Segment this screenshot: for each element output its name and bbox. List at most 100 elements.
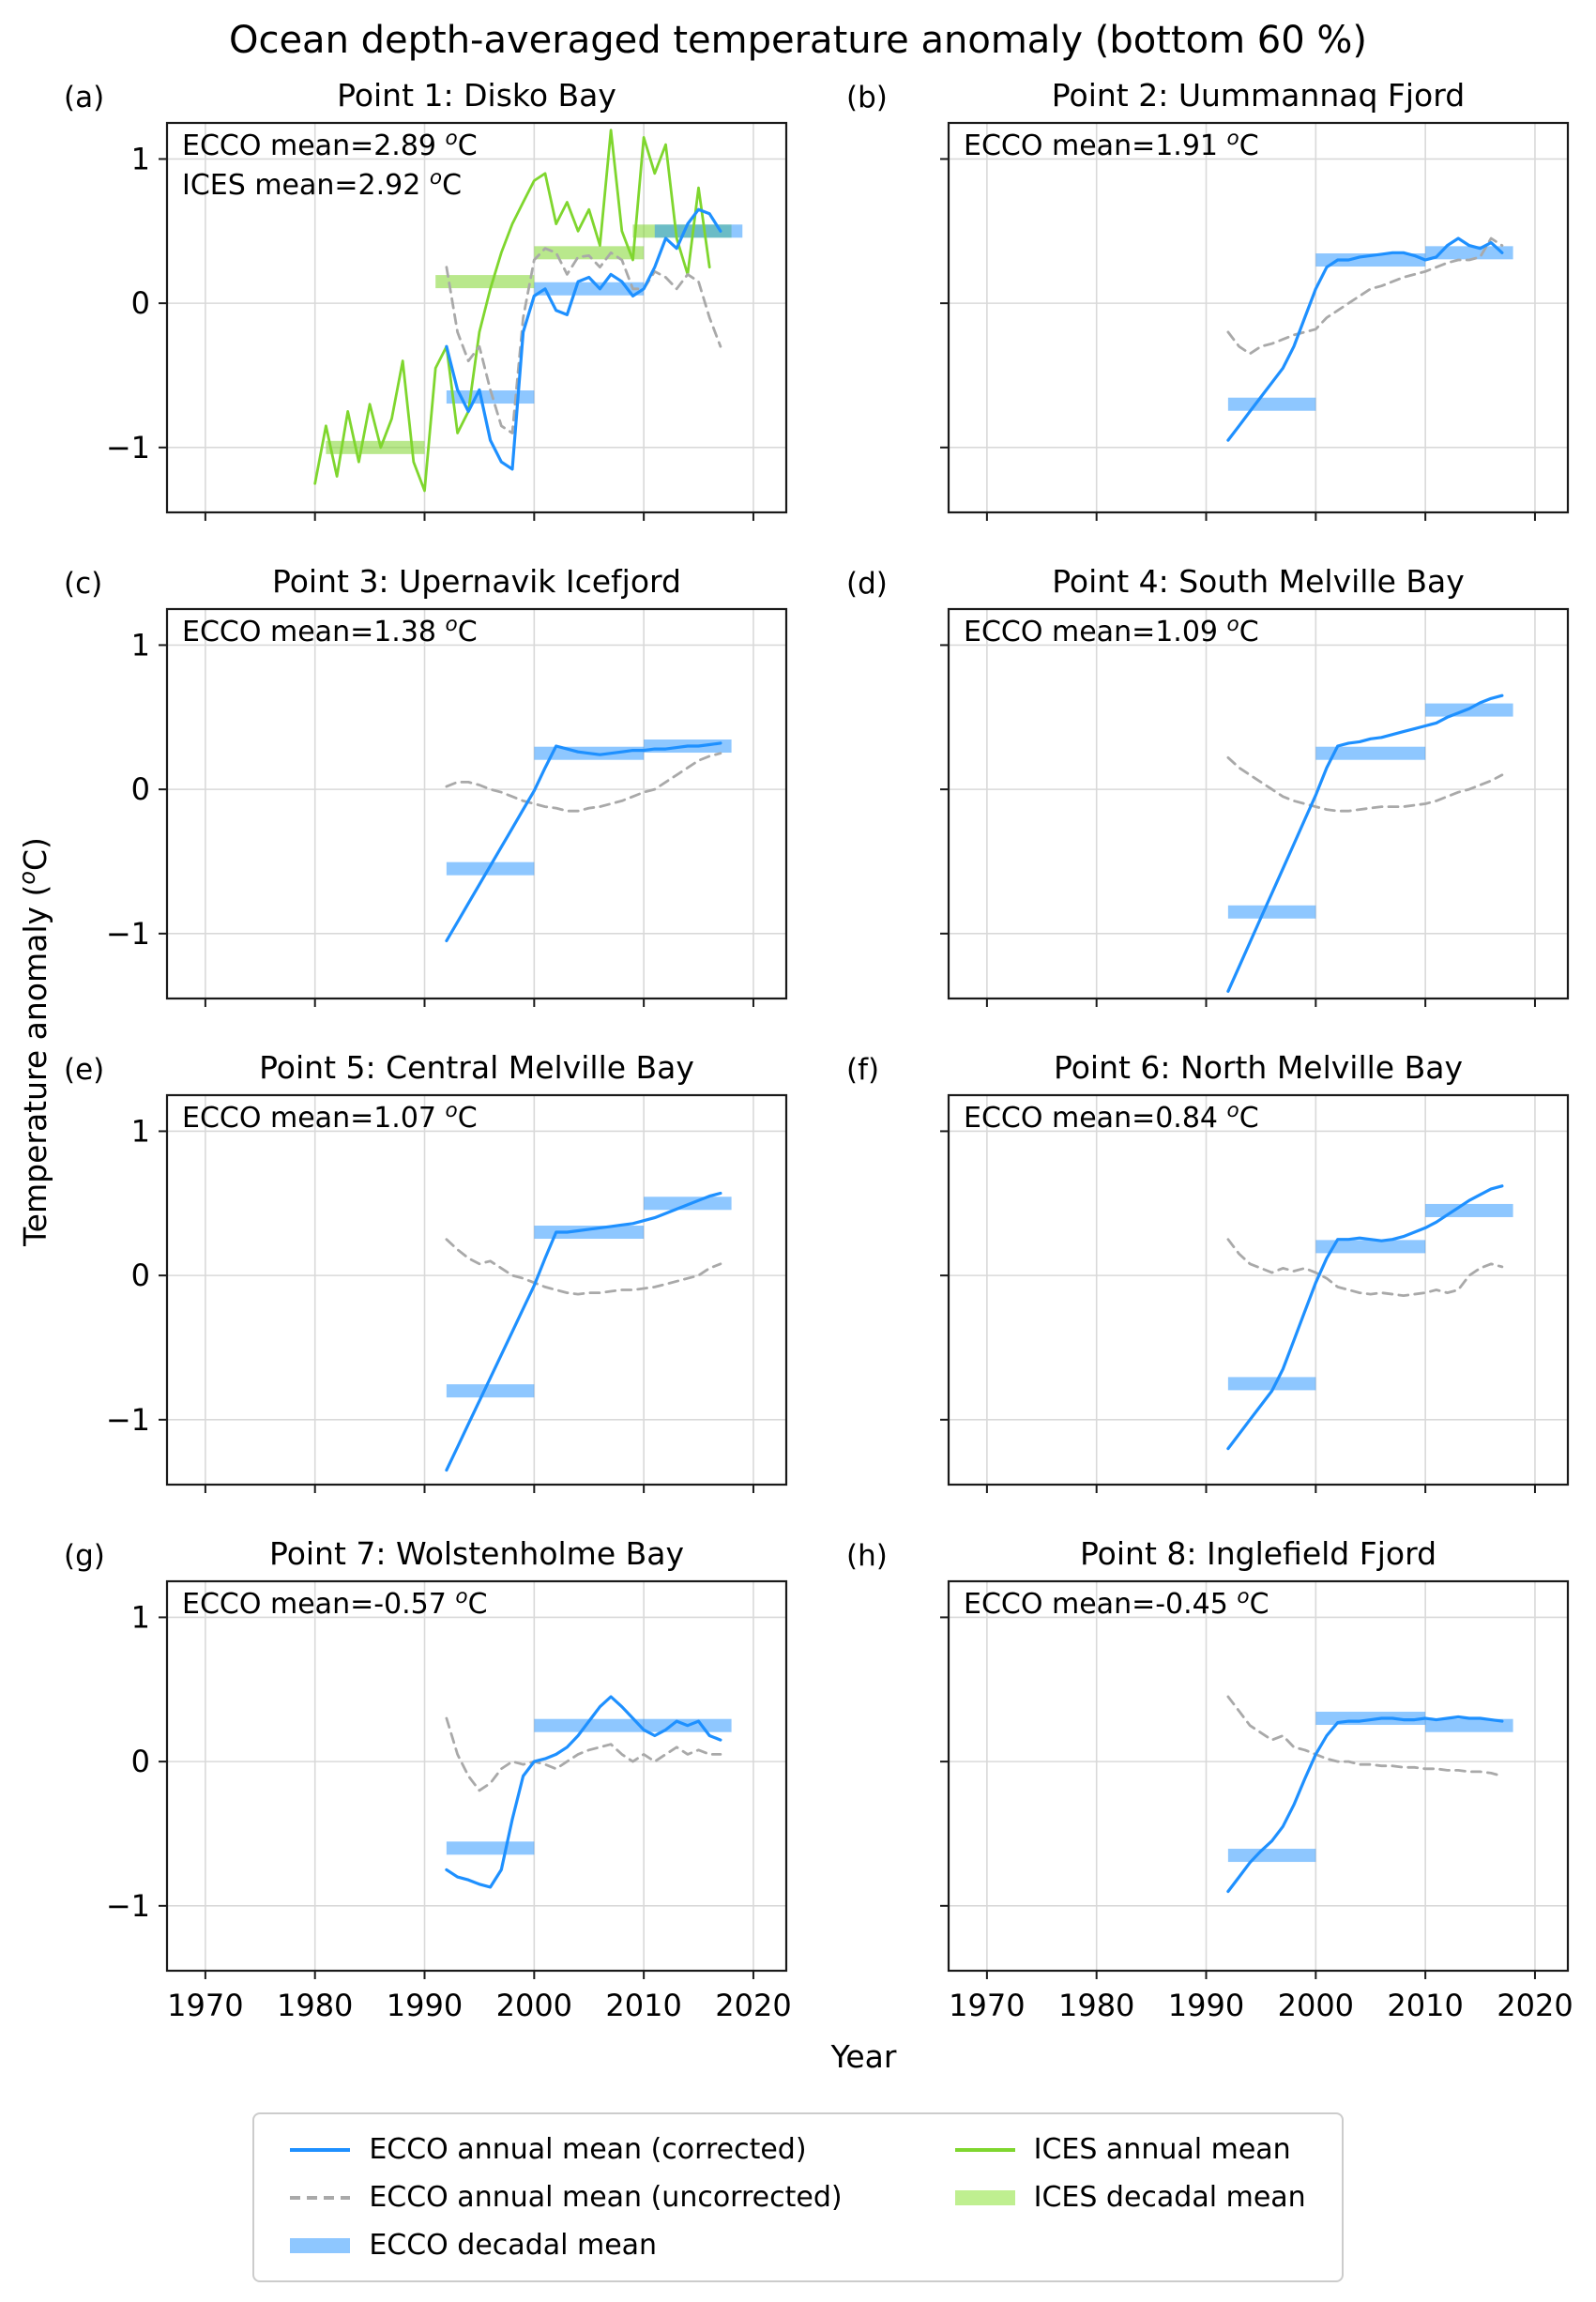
plot-area: −1 0 1 1970 1980 1990 2000 2010 2020 ECCO mean=-0… — [26, 1578, 799, 2025]
x-tick-label: 2000 — [496, 1988, 572, 2023]
panel-title: Point 1: Disko Bay — [337, 77, 616, 114]
chart-svg — [940, 121, 1570, 521]
x-tick-label: 1980 — [277, 1988, 353, 2023]
mean-annotation: ECCO mean=2.89 oC ICES mean=2.92 oC — [182, 127, 478, 202]
panel-tag: (c) — [64, 567, 103, 601]
plot-area: −1 0 1 ECCO mean=1.07 oC — [26, 1092, 799, 1498]
figure-title: Ocean depth-averaged temperature anomaly… — [228, 19, 1368, 62]
series-ices-annual — [313, 129, 711, 493]
chart-svg: −1 0 1 1970 1980 1990 2000 2010 2020 — [106, 1579, 792, 2023]
chart-svg — [940, 1093, 1570, 1493]
legend-item-ecco-decadal: ECCO decadal mean — [290, 2229, 842, 2262]
panel-title: Point 7: Wolstenholme Bay — [268, 1535, 685, 1572]
y-tick-label: −1 — [106, 430, 150, 465]
legend-label: ECCO annual mean (corrected) — [369, 2133, 807, 2166]
legend-label: ICES annual mean — [1033, 2133, 1291, 2166]
panel-c: (c) Point 3: Upernavik Icefjord −1 0 1 ECCO m… — [26, 563, 799, 1012]
panel-a: (a) Point 1: Disko Bay −1 0 1 ECCO mean=2.89 … — [26, 77, 799, 526]
legend-item-ecco-corrected: ECCO annual mean (corrected) — [290, 2133, 842, 2166]
panel-head: (h) Point 8: Inglefield Fjord — [822, 1535, 1582, 1578]
series-ecco-uncorrected — [1226, 755, 1504, 813]
series-ecco-corrected — [1226, 1184, 1504, 1451]
panel-title: Point 8: Inglefield Fjord — [1079, 1535, 1437, 1572]
legend-label: ECCO decadal mean — [369, 2229, 658, 2262]
panel-title: Point 2: Uummannaq Fjord — [1051, 77, 1466, 114]
panel-head: (g) Point 7: Wolstenholme Bay — [26, 1535, 799, 1578]
y-tick-label: 0 — [131, 1258, 150, 1293]
plot-area: −1 0 1 ECCO mean=2.89 oC ICES mean=2.92 oC — [26, 120, 799, 526]
panel-tag: (a) — [64, 81, 105, 114]
panel-b: (b) Point 2: Uummannaq Fjord ECCO mean=1.9… — [822, 77, 1582, 526]
plot-area: 1970 1980 1990 2000 2010 2020 ECCO mean=-0.45 … — [822, 1578, 1582, 2025]
mean-annotation: ECCO mean=-0.57 oC — [182, 1585, 488, 1621]
y-tick-label: 0 — [131, 1744, 150, 1779]
panel-e: (e) Point 5: Central Melville Bay −1 0 1 ECCO… — [26, 1049, 799, 1498]
series-ecco-corrected — [445, 1695, 722, 1889]
series-ecco-corrected — [1226, 694, 1504, 993]
y-tick-label: 1 — [131, 1599, 150, 1635]
series-ecco-corrected — [445, 741, 722, 943]
y-tick-label: 1 — [131, 1113, 150, 1149]
series-ecco-uncorrected — [445, 1716, 722, 1792]
panel-g: (g) Point 7: Wolstenholme Bay −1 0 1 1970 1980… — [26, 1535, 799, 2025]
legend-label: ECCO annual mean (uncorrected) — [369, 2181, 843, 2214]
y-tick-label: 1 — [131, 141, 150, 176]
legend-grid: ECCO annual mean (corrected) ECCO annual… — [290, 2133, 1306, 2262]
mean-annotation: ECCO mean=1.09 oC — [964, 613, 1259, 648]
series-ecco-uncorrected — [445, 1238, 722, 1296]
x-tick-label: 2020 — [1497, 1988, 1573, 2023]
panel-head: (e) Point 5: Central Melville Bay — [26, 1049, 799, 1092]
plot-area: ECCO mean=1.09 oC — [822, 606, 1582, 1012]
y-tick-label: −1 — [106, 916, 150, 952]
panel-head: (b) Point 2: Uummannaq Fjord — [822, 77, 1582, 120]
x-tick-label: 1980 — [1058, 1988, 1134, 2023]
y-tick-label: −1 — [106, 1888, 150, 1924]
x-tick-label: 2010 — [1387, 1988, 1463, 2023]
mean-annotation: ECCO mean=1.38 oC — [182, 613, 478, 648]
mean-annotation: ECCO mean=0.84 oC — [964, 1099, 1259, 1135]
legend-item-ecco-uncorrected: ECCO annual mean (uncorrected) — [290, 2181, 843, 2214]
x-tick-label: 1970 — [949, 1988, 1025, 2023]
panel-tag: (h) — [846, 1539, 888, 1573]
mean-annotation: ECCO mean=1.07 oC — [182, 1099, 478, 1135]
legend: ECCO annual mean (corrected) ECCO annual… — [252, 2112, 1344, 2282]
ecco-decadal-band-swatch — [290, 2237, 351, 2253]
ices-decadal-band-swatch — [954, 2189, 1015, 2205]
panel-tag: (e) — [64, 1053, 105, 1087]
y-tick-label: 1 — [131, 627, 150, 663]
series-ecco-uncorrected — [445, 752, 722, 813]
series-ecco-corrected — [445, 1191, 722, 1472]
series-ecco-uncorrected — [445, 247, 722, 434]
y-tick-label: −1 — [106, 1402, 150, 1438]
panel-title: Point 5: Central Melville Bay — [259, 1049, 694, 1086]
x-axis-label: Year — [830, 2038, 897, 2075]
x-tick-label: 2020 — [715, 1988, 791, 2023]
chart-svg: 1970 1980 1990 2000 2010 2020 — [940, 1579, 1573, 2023]
plot-area: ECCO mean=0.84 oC — [822, 1092, 1582, 1498]
panel-title: Point 6: North Melville Bay — [1054, 1049, 1463, 1086]
series-ecco-corrected — [445, 207, 722, 471]
panel-head: (f) Point 6: North Melville Bay — [822, 1049, 1582, 1092]
series-ecco-corrected — [1226, 1715, 1504, 1894]
plot-area: ECCO mean=1.91 oC — [822, 120, 1582, 526]
mean-annotation: ECCO mean=1.91 oC — [964, 127, 1259, 162]
y-tick-label: 0 — [131, 285, 150, 321]
plot-area: −1 0 1 ECCO mean=1.38 oC — [26, 606, 799, 1012]
panel-head: (d) Point 4: South Melville Bay — [822, 563, 1582, 606]
legend-item-ices-annual: ICES annual mean — [954, 2133, 1306, 2166]
x-tick-label: 1990 — [1168, 1988, 1244, 2023]
panel-head: (a) Point 1: Disko Bay — [26, 77, 799, 120]
y-axis-label: Temperature anomaly (oC) — [14, 837, 53, 1246]
panel-d: (d) Point 4: South Melville Bay ECCO mean=… — [822, 563, 1582, 1012]
panel-tag: (f) — [846, 1053, 880, 1087]
x-tick-label: 1970 — [167, 1988, 243, 2023]
x-tick-label: 2010 — [605, 1988, 681, 2023]
x-tick-label: 1990 — [387, 1988, 463, 2023]
panel-tag: (d) — [846, 567, 888, 601]
panel-title: Point 4: South Melville Bay — [1052, 563, 1465, 600]
legend-label: ICES decadal mean — [1033, 2181, 1306, 2214]
y-tick-label: 0 — [131, 771, 150, 807]
panel-title: Point 3: Upernavik Icefjord — [272, 563, 681, 600]
ices-annual-line-swatch — [954, 2147, 1015, 2152]
